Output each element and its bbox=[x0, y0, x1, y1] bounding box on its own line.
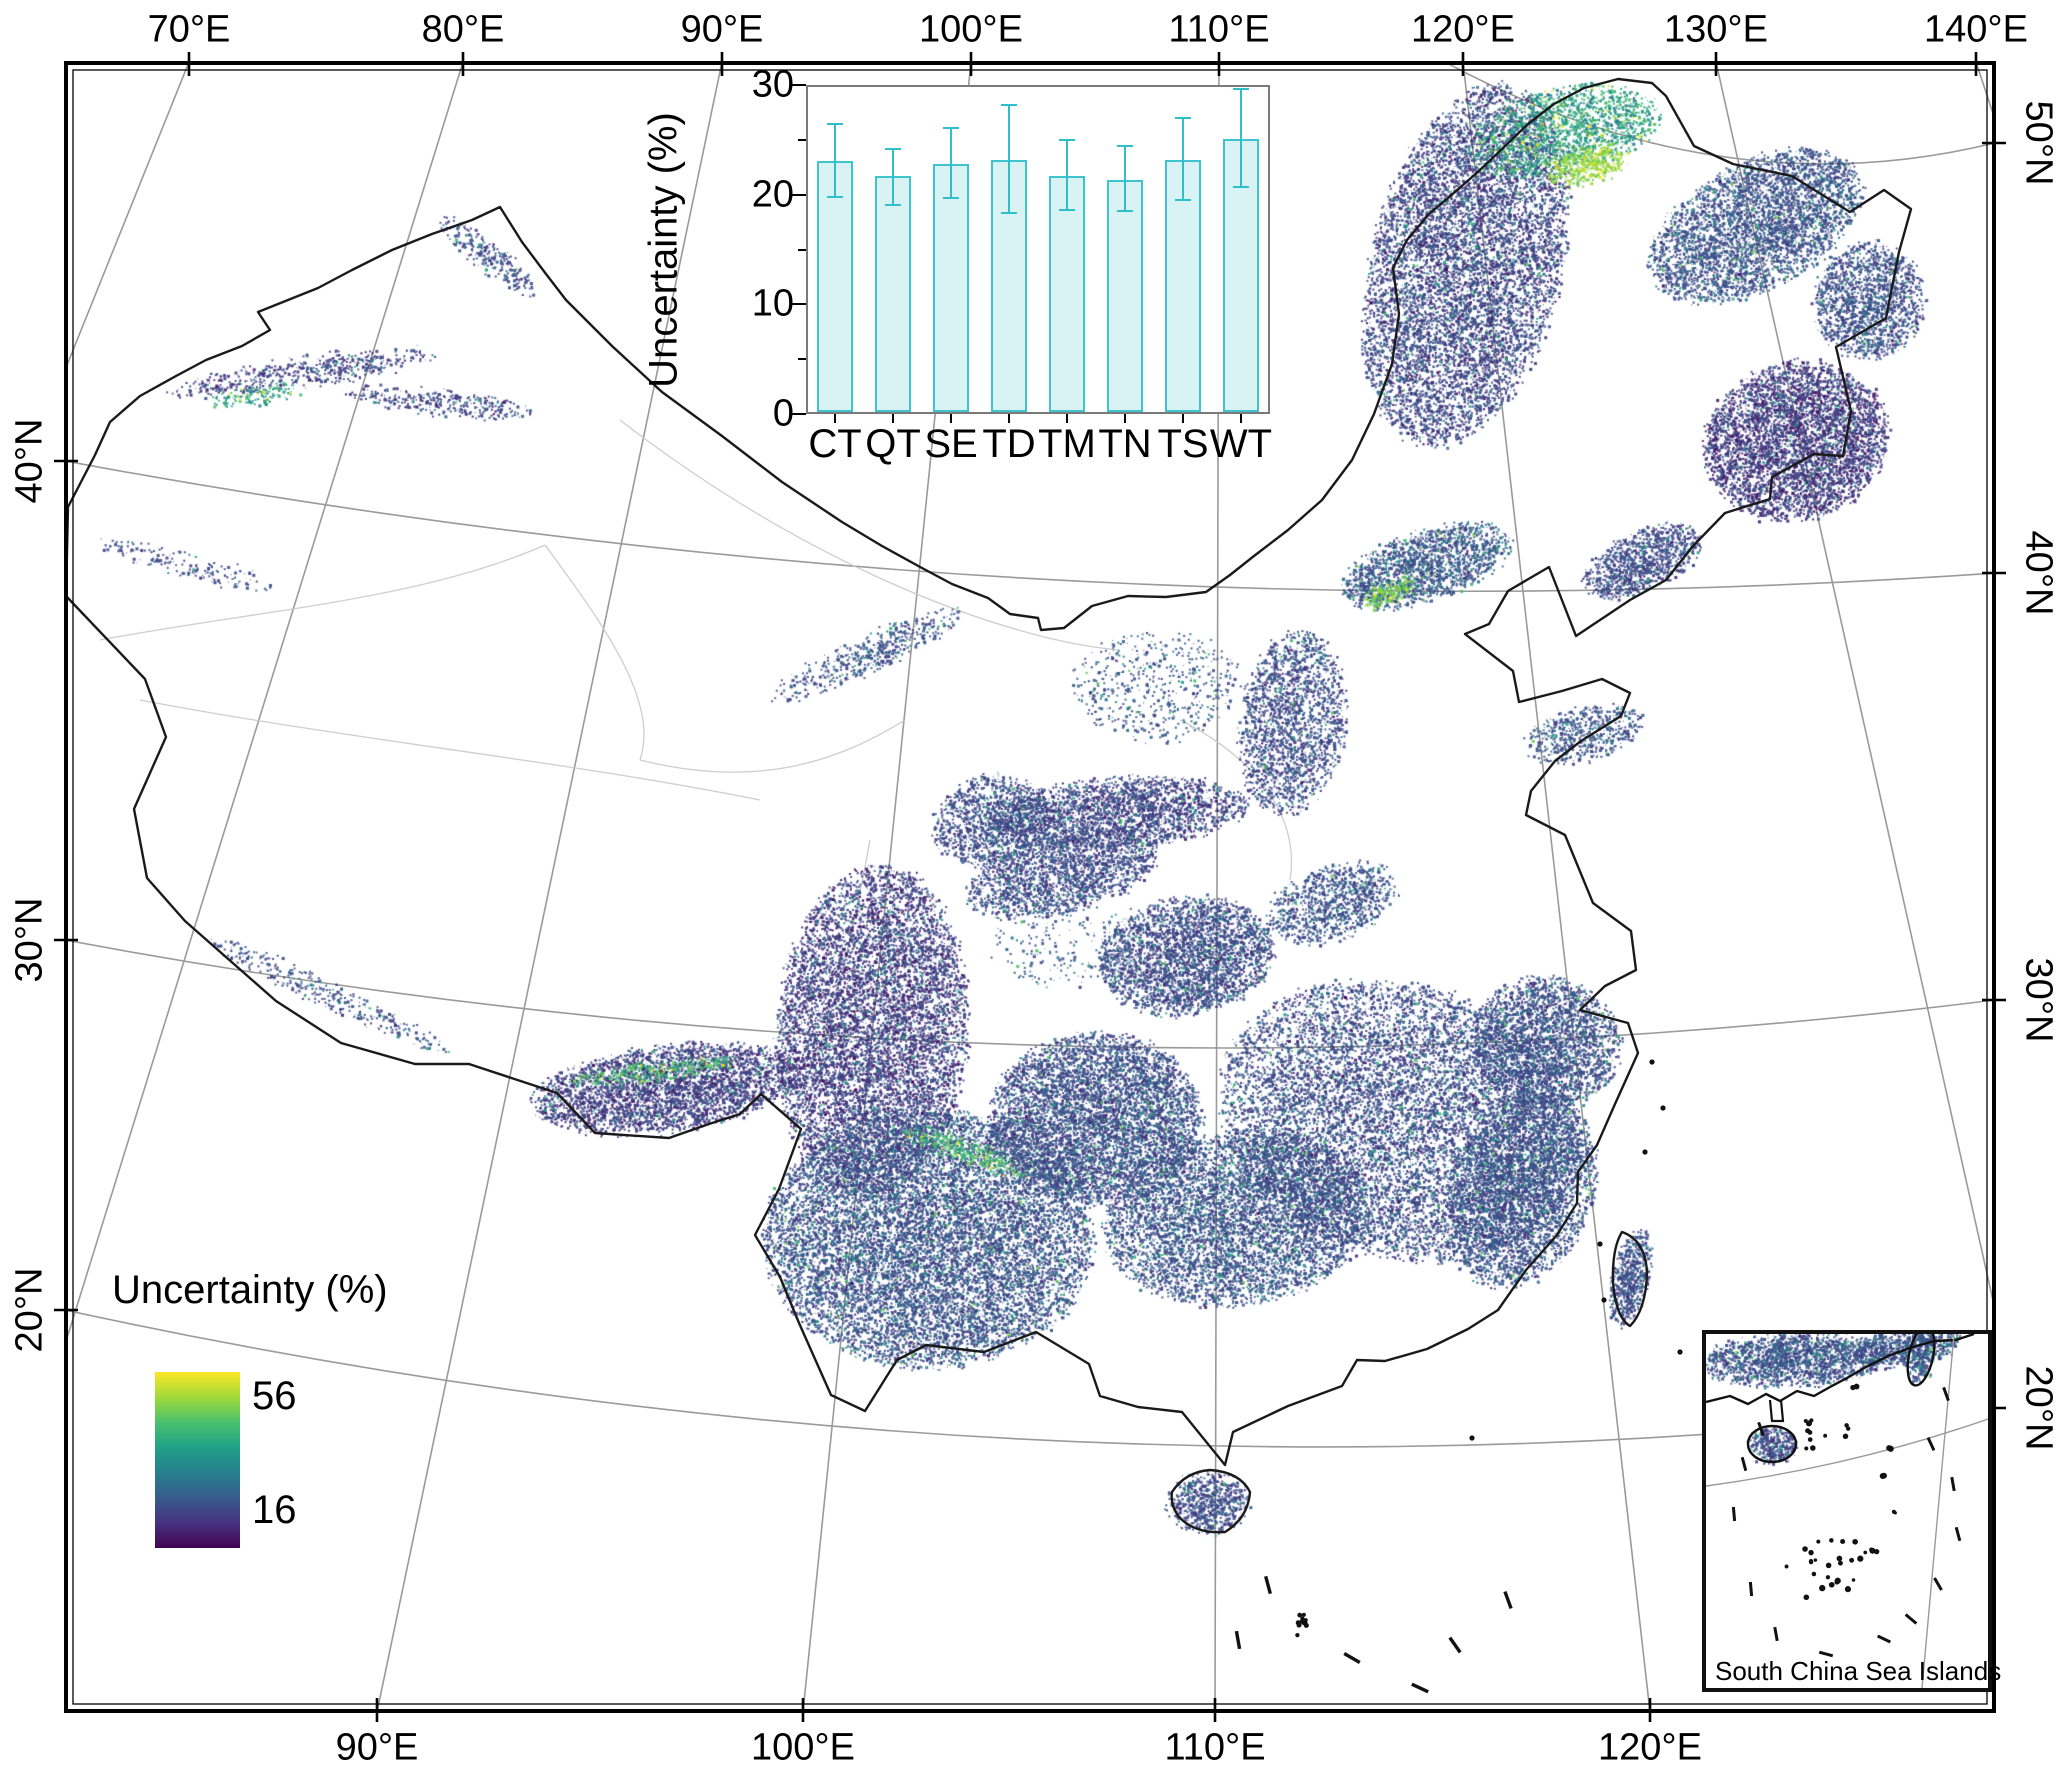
colorbar-min-label: 16 bbox=[252, 1488, 297, 1532]
bar bbox=[1049, 176, 1085, 412]
chart-y-axis-title: Uncertainty (%) bbox=[641, 112, 686, 388]
error-bar-cap bbox=[1001, 104, 1017, 107]
bottom-axis-label: 120°E bbox=[1598, 1726, 1702, 1769]
bottom-axis-label: 100°E bbox=[751, 1726, 855, 1769]
error-bar bbox=[1124, 146, 1126, 211]
chart-x-tick bbox=[1066, 414, 1068, 423]
top-axis-label: 90°E bbox=[680, 8, 764, 51]
chart-y-tick bbox=[792, 193, 806, 196]
chart-x-tick-label: QT bbox=[865, 422, 921, 466]
top-axis-label: 130°E bbox=[1664, 8, 1768, 51]
colorbar-max-label: 56 bbox=[252, 1374, 297, 1418]
bottom-axis-label: 110°E bbox=[1164, 1726, 1266, 1769]
inset-raster bbox=[1706, 1334, 1988, 1688]
chart-x-tick-label: WT bbox=[1209, 422, 1273, 466]
error-bar bbox=[1008, 106, 1010, 213]
error-bar-cap bbox=[1117, 144, 1133, 147]
south-china-sea-inset: South China Sea Islands bbox=[1702, 1330, 2001, 1692]
error-bar-cap bbox=[1175, 199, 1191, 202]
chart-x-tick-label: CT bbox=[808, 422, 862, 466]
error-bar-cap bbox=[1059, 209, 1075, 212]
error-bar bbox=[950, 129, 952, 198]
error-bar bbox=[1240, 89, 1242, 187]
error-bar bbox=[834, 124, 836, 196]
error-bar-cap bbox=[885, 203, 901, 206]
chart-y-minor-tick bbox=[798, 358, 806, 361]
chart-x-tick bbox=[950, 414, 952, 423]
top-axis-label: 70°E bbox=[147, 8, 231, 51]
error-bar bbox=[1066, 141, 1068, 210]
bar bbox=[1107, 179, 1143, 412]
colorbar-gradient bbox=[155, 1372, 240, 1548]
left-axis-label: 40°N bbox=[8, 418, 51, 504]
chart-x-tick bbox=[1124, 414, 1126, 423]
chart-y-tick bbox=[792, 413, 806, 415]
bar bbox=[875, 176, 911, 412]
chart-y-tick-label: 20 bbox=[751, 173, 794, 216]
chart-y-tick-label: 0 bbox=[772, 392, 794, 435]
right-axis-label: 30°N bbox=[2017, 957, 2060, 1043]
error-bar-cap bbox=[827, 122, 843, 125]
error-bar-cap bbox=[1233, 186, 1249, 189]
chart-y-minor-tick bbox=[798, 248, 806, 251]
error-bar-cap bbox=[1175, 117, 1191, 120]
left-axis-label: 30°N bbox=[8, 897, 51, 983]
chart-x-tick-label: TM bbox=[1038, 422, 1096, 466]
chart-x-tick-label: SE bbox=[924, 422, 978, 466]
error-bar-cap bbox=[827, 195, 843, 198]
error-bar bbox=[892, 149, 894, 204]
bar bbox=[1165, 159, 1201, 412]
error-bar bbox=[1182, 119, 1184, 200]
bottom-axis-label: 90°E bbox=[335, 1726, 419, 1769]
chart-x-tick bbox=[1240, 414, 1242, 423]
error-bar-cap bbox=[1059, 139, 1075, 142]
bar bbox=[817, 160, 853, 412]
chart-x-tick-label: TS bbox=[1157, 422, 1209, 466]
chart-y-minor-tick bbox=[798, 138, 806, 141]
inset-label: South China Sea Islands bbox=[1715, 1656, 2002, 1686]
chart-x-tick bbox=[1182, 414, 1184, 423]
top-axis-label: 140°E bbox=[1924, 8, 2028, 51]
chart-x-tick bbox=[892, 414, 894, 423]
right-axis-label: 20°N bbox=[2017, 1365, 2060, 1451]
chart-x-tick bbox=[834, 414, 836, 423]
right-axis-label: 50°N bbox=[2017, 100, 2060, 186]
error-bar-cap bbox=[943, 127, 959, 130]
chart-y-tick-label: 10 bbox=[751, 282, 794, 325]
chart-y-tick bbox=[792, 84, 806, 86]
chart-x-tick-label: TN bbox=[1098, 422, 1152, 466]
top-axis-label: 110°E bbox=[1168, 8, 1270, 51]
inset-outline-layer bbox=[1706, 1334, 1988, 1688]
colorbar-title: Uncertainty (%) bbox=[112, 1268, 388, 1312]
top-axis-label: 120°E bbox=[1411, 8, 1515, 51]
error-bar-cap bbox=[1117, 210, 1133, 213]
top-axis-label: 80°E bbox=[421, 8, 505, 51]
top-axis-label: 100°E bbox=[919, 8, 1023, 51]
bar bbox=[933, 164, 969, 412]
chart-x-tick bbox=[1008, 414, 1010, 423]
chart-x-tick-label: TD bbox=[982, 422, 1036, 466]
error-bar-cap bbox=[1001, 212, 1017, 215]
chart-y-tick-label: 30 bbox=[751, 63, 794, 106]
left-axis-label: 20°N bbox=[8, 1267, 51, 1353]
error-bar-cap bbox=[943, 197, 959, 200]
right-axis-label: 40°N bbox=[2017, 530, 2060, 616]
inset-bar-chart bbox=[806, 85, 1270, 414]
chart-y-tick bbox=[792, 303, 806, 306]
error-bar-cap bbox=[1233, 87, 1249, 90]
error-bar-cap bbox=[885, 147, 901, 150]
